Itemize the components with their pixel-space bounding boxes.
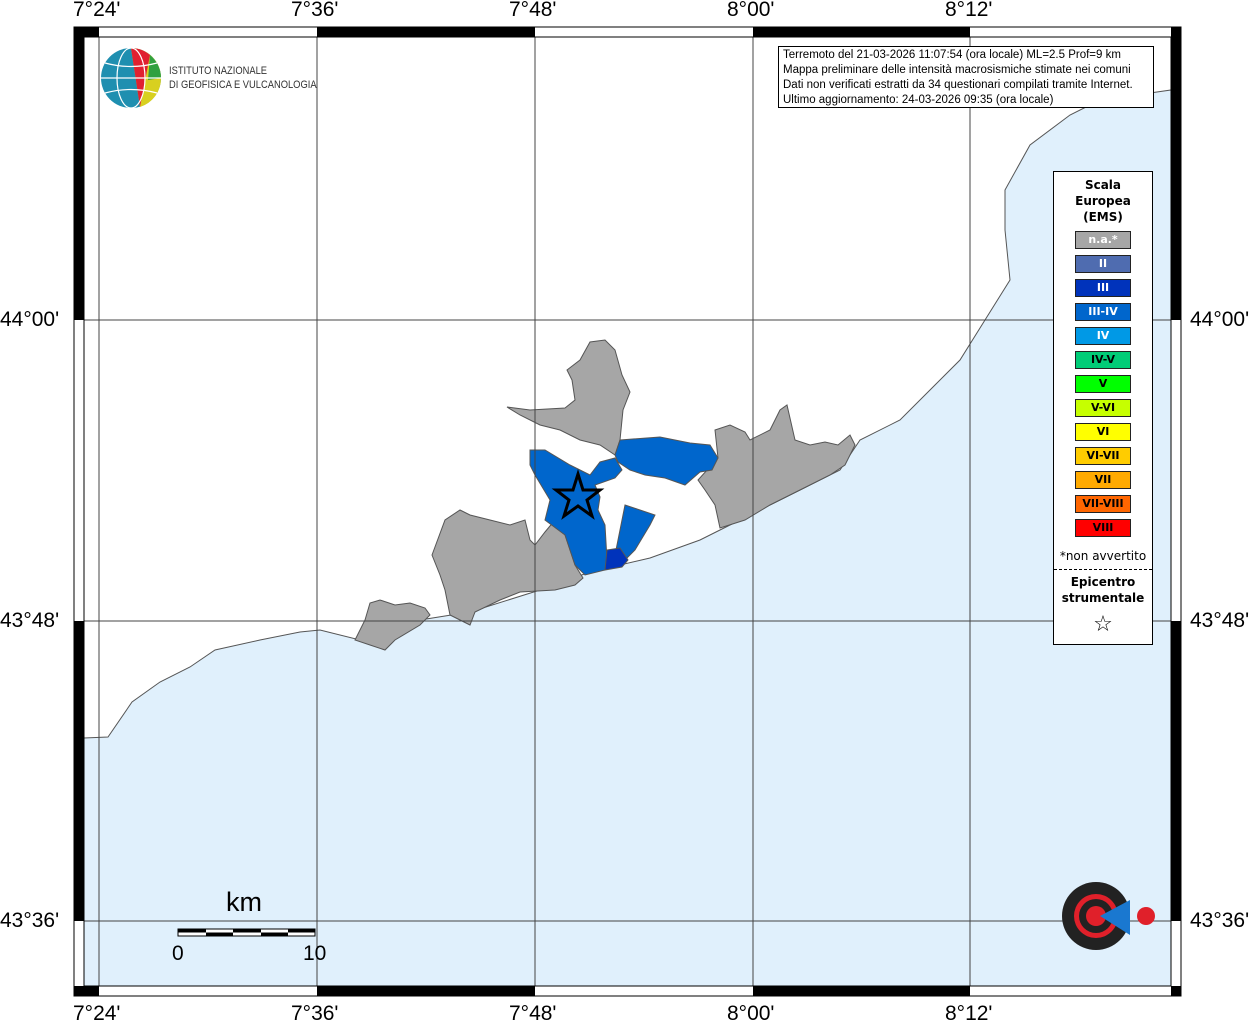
lon-tick-bottom: 8°00' bbox=[727, 1002, 775, 1025]
map-frame bbox=[73, 26, 1182, 997]
legend-swatch-vii: VII bbox=[1075, 471, 1131, 489]
event-info-box: Terremoto del 21-03-2026 11:07:54 (ora l… bbox=[778, 46, 1154, 108]
legend-swatch-iv-v: IV-V bbox=[1075, 351, 1131, 369]
info-line: Terremoto del 21-03-2026 11:07:54 (ora l… bbox=[783, 49, 1121, 61]
legend-title: Scala Europea (EMS) bbox=[1054, 177, 1152, 225]
lat-tick-left: 43°48' bbox=[0, 609, 60, 632]
legend-title-line: Europea bbox=[1075, 194, 1131, 208]
epicenter-label-line: strumentale bbox=[1061, 591, 1145, 605]
lon-tick-top: 7°24' bbox=[73, 0, 121, 21]
lat-tick-right: 44°00' bbox=[1190, 308, 1250, 331]
lon-tick-top: 8°12' bbox=[945, 0, 993, 21]
scale-bar bbox=[177, 928, 316, 937]
region-III-IV[interactable] bbox=[614, 436, 719, 486]
scale-min: 0 bbox=[172, 942, 184, 965]
lat-tick-right: 43°48' bbox=[1190, 609, 1250, 632]
intensity-legend: Scala Europea (EMS) n.a.* II III III-IV IV IV… bbox=[1053, 171, 1153, 645]
legend-swatch-vii-viii: VII-VIII bbox=[1075, 495, 1131, 513]
legend-swatch-vi-vii: VI-VII bbox=[1075, 447, 1131, 465]
legend-swatch-viii: VIII bbox=[1075, 519, 1131, 537]
legend-swatch-vi: VI bbox=[1075, 423, 1131, 441]
legend-swatch-na: n.a.* bbox=[1075, 231, 1131, 249]
region-III-IV[interactable] bbox=[529, 449, 623, 576]
region-not-felt[interactable] bbox=[354, 599, 431, 651]
lon-tick-bottom: 8°12' bbox=[945, 1002, 993, 1025]
info-line: Dati non verificati estratti da 34 quest… bbox=[783, 79, 1133, 91]
legend-title-line: (EMS) bbox=[1083, 210, 1123, 224]
ingv-line2: DI GEOFISICA E VULCANOLOGIA bbox=[169, 79, 317, 91]
region-not-felt[interactable] bbox=[697, 404, 856, 529]
lon-tick-bottom: 7°48' bbox=[509, 1002, 557, 1025]
ingv-logo-text: ISTITUTO NAZIONALE DI GEOFISICA E VULCAN… bbox=[169, 64, 317, 92]
legend-swatch-iii-iv: III-IV bbox=[1075, 303, 1131, 321]
legend-divider bbox=[1054, 569, 1152, 570]
lon-tick-bottom: 7°36' bbox=[291, 1002, 339, 1025]
legend-swatch-v: V bbox=[1075, 375, 1131, 393]
lat-tick-left: 44°00' bbox=[0, 308, 60, 331]
lon-tick-top: 7°36' bbox=[291, 0, 339, 21]
lat-tick-right: 43°36' bbox=[1190, 909, 1250, 932]
legend-swatch-ii: II bbox=[1075, 255, 1131, 273]
epicenter-star-icon bbox=[551, 468, 605, 520]
info-line: Mappa preliminare delle intensità macros… bbox=[783, 64, 1131, 76]
info-line: Ultimo aggiornamento: 24-03-2026 09:35 (… bbox=[783, 94, 1054, 106]
ingv-globe-icon bbox=[101, 47, 162, 109]
haisentito-logo-icon bbox=[1062, 882, 1155, 950]
scale-unit: km bbox=[226, 887, 262, 917]
lon-tick-bottom: 7°24' bbox=[73, 1002, 121, 1025]
legend-swatch-v-vi: V-VI bbox=[1075, 399, 1131, 417]
legend-epicenter-label: Epicentro strumentale bbox=[1054, 574, 1152, 606]
lat-tick-left: 43°36' bbox=[0, 909, 60, 932]
star-icon: ☆ bbox=[1093, 612, 1113, 637]
region-III-IV[interactable] bbox=[614, 504, 656, 561]
region-not-felt[interactable] bbox=[506, 339, 631, 456]
legend-note: *non avvertito bbox=[1059, 549, 1147, 563]
lon-tick-top: 8°00' bbox=[727, 0, 775, 21]
ingv-line1: ISTITUTO NAZIONALE bbox=[169, 65, 268, 77]
region-III[interactable] bbox=[604, 547, 629, 571]
epicenter-label-line: Epicentro bbox=[1070, 575, 1136, 589]
legend-swatch-iii: III bbox=[1075, 279, 1131, 297]
legend-title-line: Scala bbox=[1084, 178, 1122, 192]
graticule bbox=[84, 37, 1171, 986]
lon-tick-top: 7°48' bbox=[509, 0, 557, 21]
scale-max: 10 bbox=[303, 942, 327, 965]
legend-swatch-iv: IV bbox=[1075, 327, 1131, 345]
